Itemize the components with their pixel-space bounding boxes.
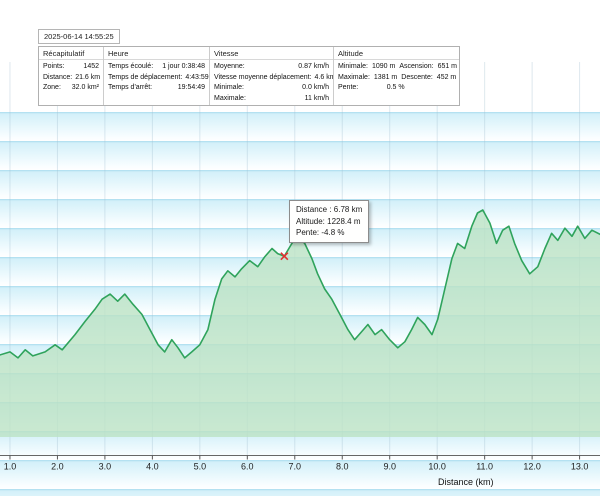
x-tick-label: 10.0 <box>428 462 446 472</box>
stat-label: Moyenne: <box>214 63 245 70</box>
section-rows: Points: 1452 Distance: 21.6 km Zone: 32.0 km² <box>39 60 103 94</box>
stats-section-vitesse: Vitesse Moyenne: 0.87 km/h Vitesse moyenne… <box>209 47 333 105</box>
section-rows: Moyenne: 0.87 km/h Vitesse moyenne déplace… <box>210 60 333 105</box>
stat-row: Distance: 21.6 km <box>43 73 101 82</box>
stat-row: Temps écoulé: 1 jour 0:38:48 <box>108 62 205 71</box>
stat-value: 4.6 km/h <box>314 73 333 81</box>
elevation-area <box>0 210 600 437</box>
stat-value: 0.87 km/h <box>298 63 329 70</box>
section-title: Récapitulatif <box>39 47 103 60</box>
x-tick-label: 3.0 <box>99 462 112 472</box>
stat-row: Zone: 32.0 km² <box>43 83 99 92</box>
stat-label: Minimale: <box>338 63 368 70</box>
x-tick-label: 11.0 <box>476 462 493 472</box>
stat-label: Temps écoulé: <box>108 63 154 70</box>
stat-row: Moyenne: 0.87 km/h <box>214 62 329 71</box>
stat-label: Ascension: <box>399 63 434 70</box>
stat-label: Temps de déplacement: <box>108 73 183 81</box>
stats-section-recap: Récapitulatif Points: 1452 Distance: 21.6 k… <box>39 47 103 105</box>
tooltip-slope: Pente: -4.8 % <box>296 228 345 237</box>
stat-row: Vitesse moyenne déplacement:4.6 km/h <box>214 73 333 82</box>
x-tick-label: 4.0 <box>146 462 159 472</box>
x-tick-label: 5.0 <box>194 462 207 472</box>
tooltip-distance: Distance : 6.78 km <box>296 205 363 214</box>
stat-label: Descente: <box>401 73 433 81</box>
stat-label: Points: <box>43 63 65 70</box>
tooltip-altitude: Altitude: 1228.4 m <box>296 216 361 226</box>
x-axis-title: Distance (km) <box>438 477 494 487</box>
stat-value: 0.0 km/h <box>302 84 329 91</box>
stat-value: 19:54:49 <box>177 84 205 91</box>
stat-value: 452 m <box>436 73 457 81</box>
stat-label: Pente: <box>338 84 359 91</box>
stat-label: Temps d'arrêt: <box>108 84 153 91</box>
stat-row: Minimale: 0.0 km/h <box>214 83 329 92</box>
hover-tooltip: Distance : 6.78 km Altitude: 1228.4 m Pe… <box>289 200 370 243</box>
section-rows: Temps écoulé: 1 jour 0:38:48 Temps de dépl… <box>104 60 209 94</box>
track-stats-panel: Récapitulatif Points: 1452 Distance: 21.6 k… <box>38 46 460 106</box>
stat-value <box>413 83 455 92</box>
section-title: Heure <box>104 47 209 60</box>
stat-label: Vitesse moyenne déplacement: <box>214 73 312 81</box>
stat-label: Maximale: <box>338 73 370 81</box>
track-timestamp: 2025-06-14 14:55:25 <box>38 29 120 44</box>
stat-value: 1452 <box>83 63 99 70</box>
stat-row: Maximale: 1381 m Descente: 452 m <box>338 73 457 82</box>
x-tick-label: 7.0 <box>289 462 302 472</box>
stat-row: Temps de déplacement: 4:43:59 <box>108 73 209 82</box>
x-tick-label: 8.0 <box>336 462 349 472</box>
stat-label: Minimale: <box>214 84 244 91</box>
section-rows: Minimale: 1090 m Ascension: 651 m Maximale: 1… <box>334 60 459 94</box>
stat-value: 1090 m <box>371 63 396 70</box>
stat-label: Distance: <box>43 73 73 81</box>
stat-row: Minimale: 1090 m Ascension: 651 m <box>338 62 458 71</box>
stat-row: Points: 1452 <box>43 62 99 71</box>
section-title: Vitesse <box>210 47 333 60</box>
x-tick-label: 2.0 <box>51 462 64 472</box>
stat-row: Pente: 0.5 % <box>338 83 455 92</box>
section-title: Altitude <box>334 47 459 60</box>
stat-value: 32.0 km² <box>71 84 99 91</box>
hover-marker-icon <box>280 252 289 261</box>
stat-row: Maximale: 11 km/h <box>214 94 329 103</box>
stat-label: Maximale: <box>214 94 246 102</box>
stats-section-heure: Heure Temps écoulé: 1 jour 0:38:48 Temps d… <box>103 47 209 105</box>
x-tick-label: 9.0 <box>383 462 396 472</box>
elevation-line <box>0 209 600 359</box>
stat-value: 21.6 km <box>75 73 101 81</box>
stat-value: 4:43:59 <box>185 73 209 81</box>
x-tick-label: 12.0 <box>523 462 541 472</box>
x-tick-label: 13.0 <box>571 462 589 472</box>
stat-value: 651 m <box>437 63 458 70</box>
x-tick-label: 1.0 <box>4 462 17 472</box>
x-tick-label: 6.0 <box>241 462 254 472</box>
stat-value: 0.5 % <box>386 84 405 91</box>
stat-value: 1 jour 0:38:48 <box>162 63 205 70</box>
stat-label: Zone: <box>43 84 61 91</box>
stat-value: 11 km/h <box>304 94 329 102</box>
stat-row: Temps d'arrêt: 19:54:49 <box>108 83 205 92</box>
stat-value: 1381 m <box>373 73 398 81</box>
